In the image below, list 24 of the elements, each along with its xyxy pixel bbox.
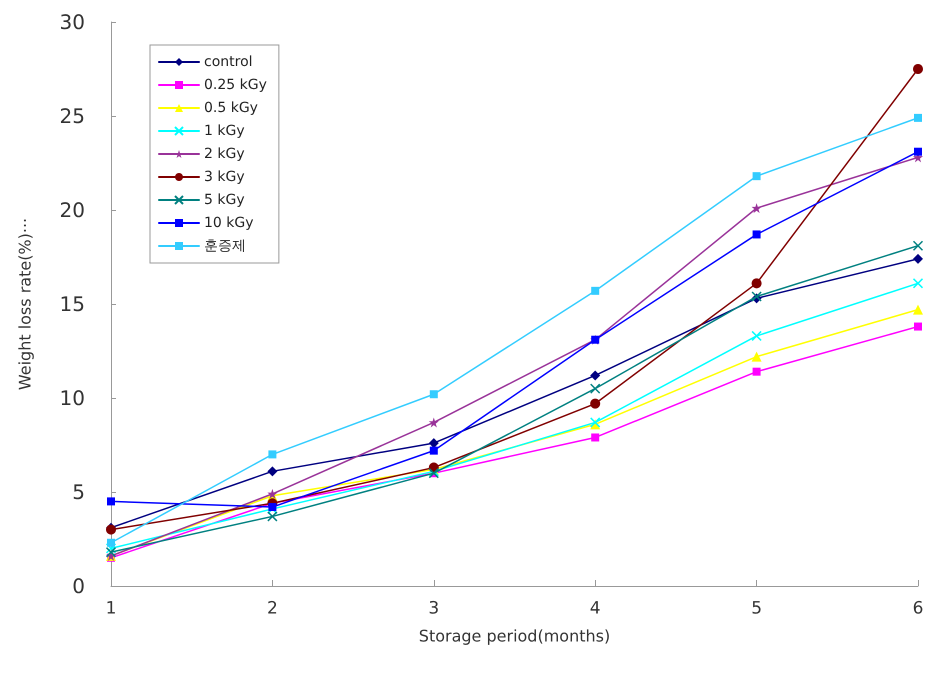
legend-label: control bbox=[204, 54, 253, 70]
x-tick-label: 6 bbox=[912, 598, 924, 618]
y-axis-title: Weight loss rate(%)··· bbox=[16, 218, 34, 390]
x-tick-label: 4 bbox=[590, 598, 601, 618]
legend-label: 2 kGy bbox=[204, 146, 245, 162]
x-axis-title: Storage period(months) bbox=[418, 626, 610, 646]
y-tick-label: 0 bbox=[72, 574, 85, 598]
x-tick-label: 5 bbox=[751, 598, 762, 618]
legend-label: 1 kGy bbox=[204, 123, 245, 139]
legend-label: 0.5 kGy bbox=[204, 100, 258, 116]
y-tick-label: 15 bbox=[60, 292, 85, 316]
legend-label: 3 kGy bbox=[204, 169, 245, 185]
x-tick-label: 2 bbox=[266, 598, 278, 618]
legend-label: 5 kGy bbox=[204, 192, 245, 208]
x-tick-label: 1 bbox=[106, 598, 116, 618]
x-tick-label: 3 bbox=[428, 598, 440, 618]
y-tick-label: 5 bbox=[72, 480, 85, 504]
legend-label: 훈증제 bbox=[204, 238, 246, 254]
y-tick-label: 30 bbox=[60, 10, 85, 34]
y-tick-label: 25 bbox=[60, 104, 85, 128]
y-tick-label: 20 bbox=[60, 198, 85, 222]
legend-label: 10 kGy bbox=[204, 215, 254, 231]
legend-label: 0.25 kGy bbox=[204, 77, 267, 93]
y-tick-label: 10 bbox=[60, 386, 85, 410]
